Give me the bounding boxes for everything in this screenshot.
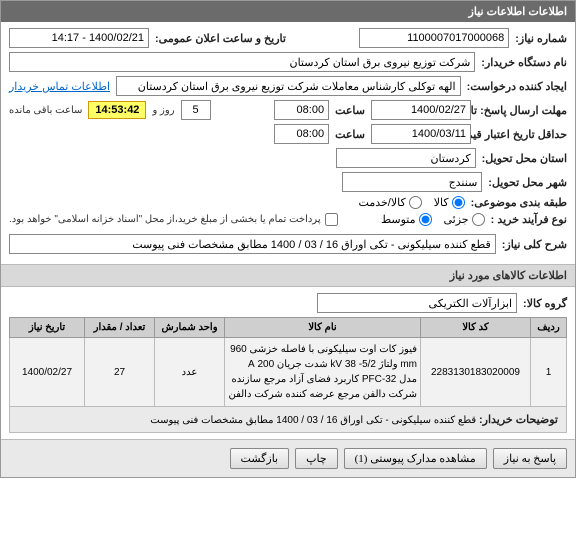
class-khadamat-option[interactable]: کالا/خدمت xyxy=(359,196,422,209)
cell-unit: عدد xyxy=(155,338,225,407)
cell-qty: 27 xyxy=(85,338,155,407)
cell-name: فیوز کات اوت سیلیکونی با فاصله خزشی 960 … xyxy=(225,338,421,407)
purchase-medium-option[interactable]: متوسط xyxy=(381,213,432,226)
buyer-notes-row: توضیحات خریدار: قطع کننده سیلیکونی - تکی… xyxy=(10,407,567,433)
announce-field[interactable] xyxy=(9,28,149,48)
province-label: استان محل تحویل: xyxy=(482,152,567,165)
th-unit: واحد شمارش xyxy=(155,318,225,338)
creator-label: ایجاد کننده درخواست: xyxy=(467,80,567,93)
purchase-type-label: نوع فرآیند خرید : xyxy=(491,213,567,226)
purchase-small-label: جزئی xyxy=(444,213,469,226)
classification-group: کالا کالا/خدمت xyxy=(359,196,465,209)
purchase-type-group: جزئی متوسط xyxy=(381,213,485,226)
need-number-label: شماره نیاز: xyxy=(515,32,567,45)
back-button[interactable]: بازگشت xyxy=(230,448,290,469)
th-name: نام کالا xyxy=(225,318,421,338)
th-code: کد کالا xyxy=(421,318,531,338)
form-area: شماره نیاز: تاریخ و ساعت اعلان عمومی: نا… xyxy=(1,22,575,264)
table-row[interactable]: 1 2283130183020009 فیوز کات اوت سیلیکونی… xyxy=(10,338,567,407)
time-label-2: ساعت xyxy=(335,128,365,141)
purchase-medium-label: متوسط xyxy=(381,213,416,226)
announce-label: تاریخ و ساعت اعلان عمومی: xyxy=(155,32,286,45)
min-valid-label: حداقل تاریخ اعتبار قیمت: تا تاریخ xyxy=(477,128,567,141)
city-label: شهر محل تحویل: xyxy=(488,176,567,189)
answer-button[interactable]: پاسخ به نیاز xyxy=(493,448,567,469)
general-desc-label: شرح کلی نیاز: xyxy=(502,238,567,251)
general-desc-field[interactable] xyxy=(9,234,496,254)
payment-checkbox-line[interactable]: پرداخت تمام یا بخشی از مبلغ خرید،از محل … xyxy=(9,213,338,226)
payment-checkbox-label: پرداخت تمام یا بخشی از مبلغ خرید،از محل … xyxy=(9,214,321,225)
countdown-days-label: روز و xyxy=(152,105,174,116)
cell-date: 1400/02/27 xyxy=(10,338,85,407)
countdown-time: 14:53:42 xyxy=(88,101,146,119)
class-kala-radio[interactable] xyxy=(452,196,465,209)
min-valid-date-field[interactable] xyxy=(371,124,471,144)
group-field[interactable] xyxy=(317,293,517,313)
payment-checkbox[interactable] xyxy=(325,213,338,226)
class-khadamat-label: کالا/خدمت xyxy=(359,196,406,209)
buyer-label: نام دستگاه خریدار: xyxy=(481,56,567,69)
deadline-date-field[interactable] xyxy=(371,100,471,120)
purchase-small-option[interactable]: جزئی xyxy=(444,213,485,226)
bottom-bar: پاسخ به نیاز مشاهده مدارک پیوستی (1) چاپ… xyxy=(1,439,575,477)
cell-row: 1 xyxy=(531,338,567,407)
buyer-notes-value: قطع کننده سیلیکونی - تکی اوراق 16 / 03 /… xyxy=(150,415,476,426)
classification-label: طبقه بندی موضوعی: xyxy=(471,196,567,209)
print-button[interactable]: چاپ xyxy=(295,448,338,469)
contact-link[interactable]: اطلاعات تماس خریدار xyxy=(9,80,110,93)
class-kala-option[interactable]: کالا xyxy=(434,196,465,209)
province-field[interactable] xyxy=(336,148,476,168)
goods-section-header: اطلاعات کالاهای مورد نیاز xyxy=(1,264,575,287)
main-panel: اطلاعات اطلاعات نیاز شماره نیاز: تاریخ و… xyxy=(0,0,576,478)
buyer-notes-label: توضیحات خریدار: xyxy=(479,414,558,426)
deadline-label: مهلت ارسال پاسخ: تا تاریخ xyxy=(477,104,567,117)
purchase-small-radio[interactable] xyxy=(472,213,485,226)
city-field[interactable] xyxy=(342,172,482,192)
th-qty: تعداد / مقدار xyxy=(85,318,155,338)
attachments-button[interactable]: مشاهده مدارک پیوستی (1) xyxy=(344,448,487,469)
goods-table: ردیف کد کالا نام کالا واحد شمارش تعداد /… xyxy=(9,317,567,433)
deadline-time-field[interactable] xyxy=(274,100,329,120)
min-valid-time-field[interactable] xyxy=(274,124,329,144)
cell-code: 2283130183020009 xyxy=(421,338,531,407)
class-kala-label: کالا xyxy=(434,196,449,209)
need-number-field[interactable] xyxy=(359,28,509,48)
th-row: ردیف xyxy=(531,318,567,338)
group-label: گروه کالا: xyxy=(523,297,567,310)
countdown-days xyxy=(181,100,211,120)
time-label-1: ساعت xyxy=(335,104,365,117)
buyer-field[interactable] xyxy=(9,52,475,72)
class-khadamat-radio[interactable] xyxy=(409,196,422,209)
th-date: تاریخ نیاز xyxy=(10,318,85,338)
panel-title: اطلاعات اطلاعات نیاز xyxy=(1,1,575,22)
countdown-suffix: ساعت باقی مانده xyxy=(9,105,82,116)
table-header-row: ردیف کد کالا نام کالا واحد شمارش تعداد /… xyxy=(10,318,567,338)
purchase-medium-radio[interactable] xyxy=(419,213,432,226)
creator-field[interactable] xyxy=(116,76,461,96)
